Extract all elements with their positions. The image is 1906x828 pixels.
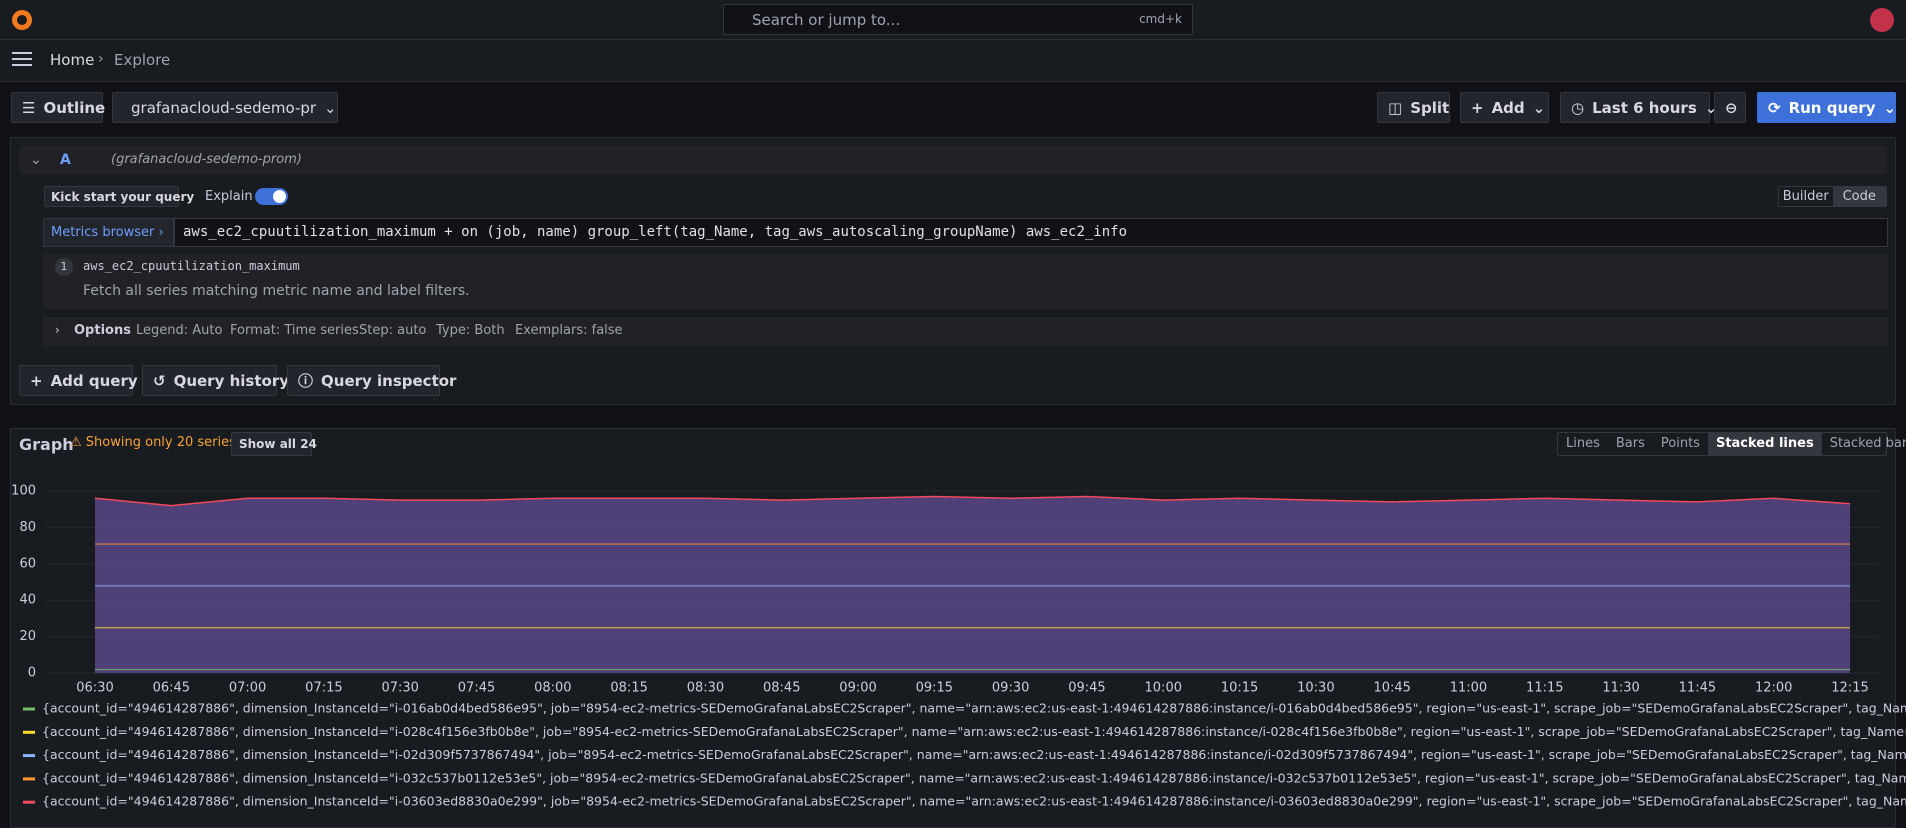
avatar[interactable] [1870,8,1894,32]
time-label: Last 6 hours [1592,98,1697,117]
datasource-label: grafanacloud-sedemo-pr [131,98,317,117]
search-shortcut: cmd+k [1139,12,1182,26]
collapse-icon[interactable]: ⌄ [30,152,42,168]
logo[interactable] [10,8,34,32]
option: Step: auto [359,323,427,338]
split-label: Split [1410,98,1450,117]
option: Exemplars: false [515,323,623,338]
query-steps [43,254,1888,309]
mode-switch: Builder Code [1778,186,1887,207]
add-label: Add [1491,98,1525,117]
datasource-picker[interactable]: grafanacloud-sedemo-pr ⌄ [112,92,338,123]
query-datasource: (grafanacloud-sedemo-prom) [111,152,302,167]
explain-label: Explain [205,189,253,204]
query-inspector[interactable]: ⓘ Query inspector [287,365,456,396]
outline-label: Outline [43,98,106,117]
style-option[interactable]: Bars [1615,436,1645,451]
options-row[interactable] [43,317,1888,346]
add-query[interactable]: + Add query [19,365,138,396]
query-inspector-label: Query inspector [321,371,457,390]
style-option[interactable]: Lines [1566,436,1600,451]
option: Legend: Auto [136,323,223,338]
query-history[interactable]: ↺ Query history [142,365,289,396]
breadcrumb-explore[interactable]: Explore [114,51,171,69]
split-button[interactable]: ◫ Split [1377,92,1450,123]
run-query[interactable]: ⟳ Run query ⌄ [1757,92,1896,123]
run-label: Run query [1788,98,1876,117]
menu-icon[interactable] [12,52,32,54]
mode-code[interactable]: Code [1832,187,1886,206]
style-option[interactable]: Stacked bars [1829,436,1906,451]
step-metric: aws_ec2_cpuutilization_maximum [83,259,300,273]
mode-builder[interactable]: Builder [1782,189,1829,204]
time-picker[interactable]: ◷ Last 6 hours ⌄ [1560,92,1717,123]
query-header [19,146,1887,174]
option: Type: Both [436,323,505,338]
search-box[interactable]: Search or jump to... cmd+k [723,4,1193,35]
query-history-label: Query history [173,371,289,390]
metrics-browser[interactable]: Metrics browser › [43,218,174,247]
zoom-out[interactable]: ⊖ [1714,92,1746,123]
warning: ⚠ Showing only 20 series [70,435,236,450]
outline-button[interactable]: ☰ Outline [11,92,106,123]
style-option[interactable]: Stacked lines [1707,433,1822,455]
kick-start[interactable]: Kick start your query [44,186,194,207]
breadcrumb-bar [0,40,1906,82]
query-editor[interactable]: aws_ec2_cpuutilization_maximum + on (job… [174,218,1888,247]
step-number: 1 [55,258,73,276]
option: Format: Time series [230,323,359,338]
add-query-label: Add query [50,371,138,390]
step-desc: Fetch all series matching metric name an… [83,283,470,299]
style-option[interactable]: Points [1660,436,1700,451]
metrics-browser-label: Metrics browser [51,225,155,240]
graph-panel [10,428,1896,828]
query-ref: A [60,152,71,168]
add-button[interactable]: + Add ⌄ [1460,92,1549,123]
breadcrumb-home[interactable]: Home [50,51,95,69]
warning-text: Showing only 20 series [85,435,236,450]
search-placeholder: Search or jump to... [752,11,901,29]
graph-title: Graph [19,435,74,454]
breadcrumb-sep: › [98,51,104,67]
explain-toggle[interactable] [255,188,288,205]
show-all[interactable]: Show all 24 [231,432,317,456]
style-switch: Lines Bars Points Stacked lines Stacked bars [1557,432,1906,456]
options-title: Options [74,323,131,338]
